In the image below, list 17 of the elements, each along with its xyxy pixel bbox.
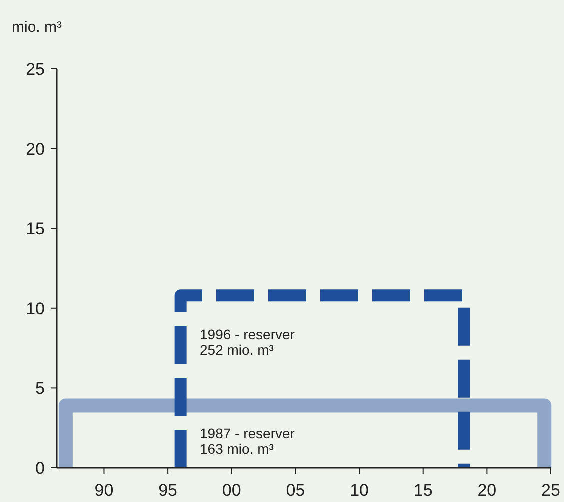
y-tick-label: 10 — [26, 299, 45, 318]
x-tick-label: 15 — [414, 481, 433, 500]
x-tick-label: 00 — [222, 481, 242, 500]
annotation: 1996 - reserver 252 mio. m³ — [200, 326, 296, 358]
x-tick-label: 05 — [286, 481, 306, 500]
x-tick-label: 90 — [94, 481, 114, 500]
y-tick-label: 25 — [26, 60, 45, 79]
y-axis-title: mio. m³ — [12, 19, 62, 36]
x-tick-label: 10 — [350, 481, 369, 500]
x-tick-label: 25 — [542, 481, 560, 500]
y-tick-label: 15 — [26, 220, 45, 239]
y-tick-label: 5 — [36, 379, 45, 398]
y-tick-label: 0 — [36, 458, 45, 478]
x-tick-label: 95 — [158, 481, 178, 500]
annotation: 1987 - reserver 163 mio. m³ — [200, 426, 296, 457]
y-tick-label: 20 — [26, 140, 45, 159]
x-tick-label: 20 — [478, 481, 497, 500]
